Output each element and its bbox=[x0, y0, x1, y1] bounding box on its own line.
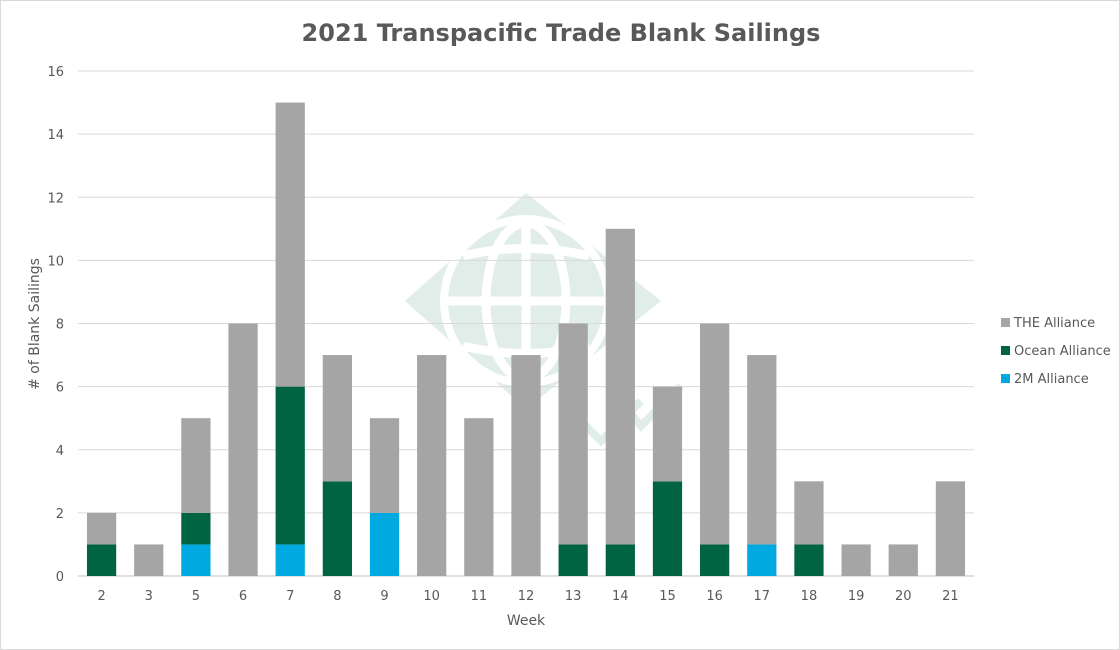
bar-segment bbox=[134, 544, 164, 576]
bar-segment bbox=[181, 544, 211, 576]
legend-swatch bbox=[1001, 318, 1010, 327]
bar-segment bbox=[794, 544, 824, 576]
x-tick-label: 6 bbox=[239, 589, 247, 604]
bar-segment bbox=[747, 544, 777, 576]
x-tick-label: 10 bbox=[423, 589, 440, 604]
bar-segment bbox=[181, 418, 211, 513]
bar-segment bbox=[605, 544, 635, 576]
bar-segment bbox=[558, 544, 588, 576]
x-tick-label: 3 bbox=[145, 589, 153, 604]
bar-segment bbox=[228, 323, 258, 576]
bar-segment bbox=[935, 481, 966, 576]
y-tick-label: 4 bbox=[56, 444, 64, 459]
x-tick-label: 20 bbox=[895, 589, 912, 604]
y-tick-label: 8 bbox=[56, 318, 64, 333]
x-tick-label: 19 bbox=[848, 589, 865, 604]
bar-segment bbox=[700, 323, 730, 545]
y-tick-label: 2 bbox=[56, 507, 64, 522]
x-tick-label: 14 bbox=[612, 589, 629, 604]
bar-segment bbox=[322, 481, 352, 576]
x-tick-label: 21 bbox=[942, 589, 959, 604]
y-tick-label: 0 bbox=[56, 570, 64, 585]
legend: THE Alliance Ocean Alliance 2M Alliance bbox=[1001, 316, 1111, 387]
bar-segment bbox=[369, 418, 400, 513]
bar-segment bbox=[652, 481, 683, 576]
bar-segment bbox=[417, 355, 447, 576]
legend-swatch bbox=[1001, 374, 1010, 383]
x-tick-label: 17 bbox=[754, 589, 771, 604]
bar-segment bbox=[275, 544, 305, 576]
bar-segment bbox=[464, 418, 494, 576]
x-tick-label: 12 bbox=[518, 589, 535, 604]
legend-label: THE Alliance bbox=[1013, 316, 1095, 331]
y-axis-title: # of Blank Sailings bbox=[27, 258, 43, 390]
y-tick-label: 14 bbox=[47, 128, 64, 143]
x-tick-label: 8 bbox=[333, 589, 341, 604]
bars bbox=[86, 102, 966, 576]
bar-segment bbox=[369, 512, 400, 576]
bar-segment bbox=[86, 544, 117, 576]
bar-segment bbox=[275, 386, 305, 545]
x-tick-label: 5 bbox=[192, 589, 200, 604]
bar-segment bbox=[322, 355, 352, 482]
bar-segment bbox=[86, 512, 117, 545]
chart-title: 2021 Transpacific Trade Blank Sailings bbox=[302, 19, 821, 47]
y-tick-label: 6 bbox=[56, 381, 64, 396]
bar-segment bbox=[888, 544, 918, 576]
bar-segment bbox=[747, 355, 777, 545]
x-tick-label: 9 bbox=[380, 589, 388, 604]
x-tick-label: 2 bbox=[97, 589, 105, 604]
bar-segment bbox=[794, 481, 824, 545]
bar-segment bbox=[558, 323, 588, 545]
bar-segment bbox=[841, 544, 871, 576]
bar-segment bbox=[511, 355, 541, 576]
bar-segment bbox=[605, 228, 635, 545]
x-tick-label: 18 bbox=[801, 589, 818, 604]
x-tick-label: 16 bbox=[706, 589, 723, 604]
legend-label: 2M Alliance bbox=[1014, 372, 1089, 387]
watermark-logo bbox=[405, 193, 684, 447]
bar-segment bbox=[700, 544, 730, 576]
x-tick-label: 11 bbox=[471, 589, 488, 604]
y-tick-label: 10 bbox=[47, 254, 64, 269]
y-tick-label: 12 bbox=[47, 191, 64, 206]
bar-segment bbox=[652, 386, 683, 482]
x-tick-label: 15 bbox=[659, 589, 676, 604]
legend-label: Ocean Alliance bbox=[1014, 344, 1111, 359]
bar-segment bbox=[181, 512, 211, 545]
x-axis-ticks: 2 3 5 6 7 8 9 10 11 12 13 14 15 16 17 18 19 20 21 bbox=[97, 589, 958, 604]
legend-swatch bbox=[1001, 346, 1010, 355]
x-axis-title: Week bbox=[507, 613, 546, 629]
x-tick-label: 13 bbox=[565, 589, 582, 604]
y-tick-label: 16 bbox=[47, 65, 64, 80]
y-axis-ticks: 0 2 4 6 8 10 12 14 16 bbox=[47, 65, 64, 585]
bar-segment bbox=[275, 102, 305, 387]
x-tick-label: 7 bbox=[286, 589, 294, 604]
